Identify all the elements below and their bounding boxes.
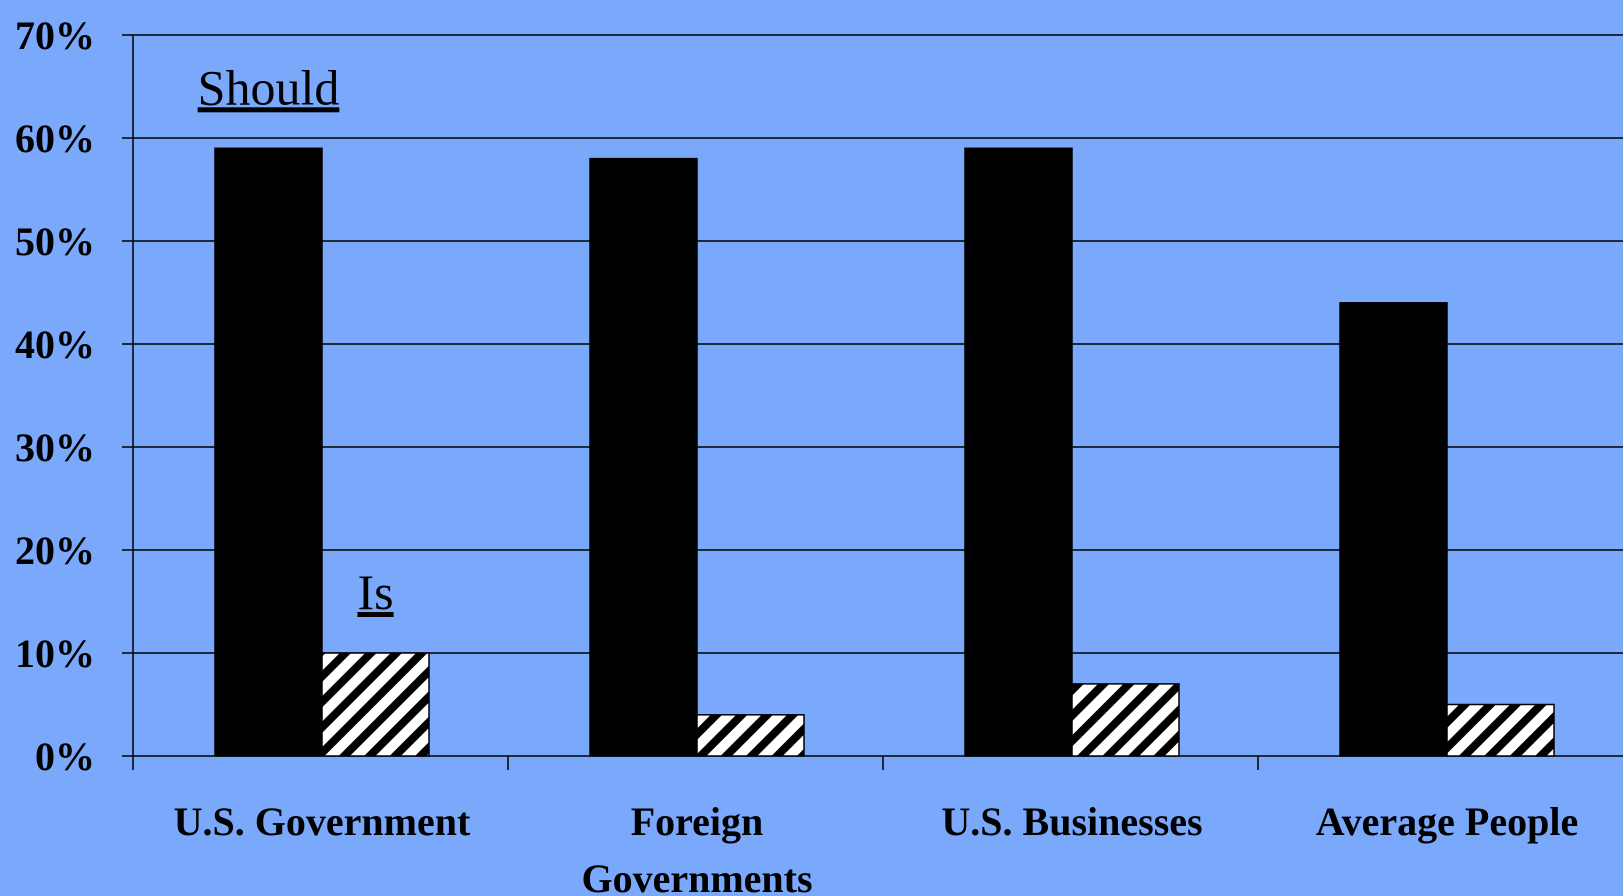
y-tick-label: 60%	[15, 116, 95, 161]
y-tick-label: 70%	[15, 13, 95, 58]
y-tick-label: 10%	[15, 631, 95, 676]
annotations: Should Is	[198, 59, 394, 620]
gridlines	[133, 34, 1623, 654]
x-category-label: U.S. Businesses	[941, 799, 1202, 844]
annotation-should: Should	[198, 59, 340, 115]
y-tick-label: 0%	[35, 734, 95, 779]
bar-is-3	[1446, 703, 1555, 757]
y-tick-label: 50%	[15, 219, 95, 264]
bar-is-0	[321, 652, 430, 757]
x-category-label: Average People	[1316, 799, 1578, 844]
x-category-label: U.S. Government	[174, 799, 471, 844]
bar-is-1	[696, 714, 805, 757]
x-category-label: Foreign	[631, 799, 764, 844]
bar-should-0	[214, 147, 323, 757]
annotation-is: Is	[357, 564, 393, 620]
bar-should-3	[1339, 302, 1448, 757]
bars	[214, 147, 1555, 757]
axis-labels: 0% 10% 20% 30% 40% 50% 60% 70% U.S. Government Fo…	[15, 13, 1578, 896]
bar-should-1	[589, 157, 698, 757]
bar-is-2	[1071, 683, 1180, 757]
x-category-label: Governments	[581, 856, 812, 896]
y-tick-label: 20%	[15, 528, 95, 573]
bar-should-2	[964, 147, 1073, 757]
y-tick-label: 40%	[15, 322, 95, 367]
y-tick-label: 30%	[15, 425, 95, 470]
